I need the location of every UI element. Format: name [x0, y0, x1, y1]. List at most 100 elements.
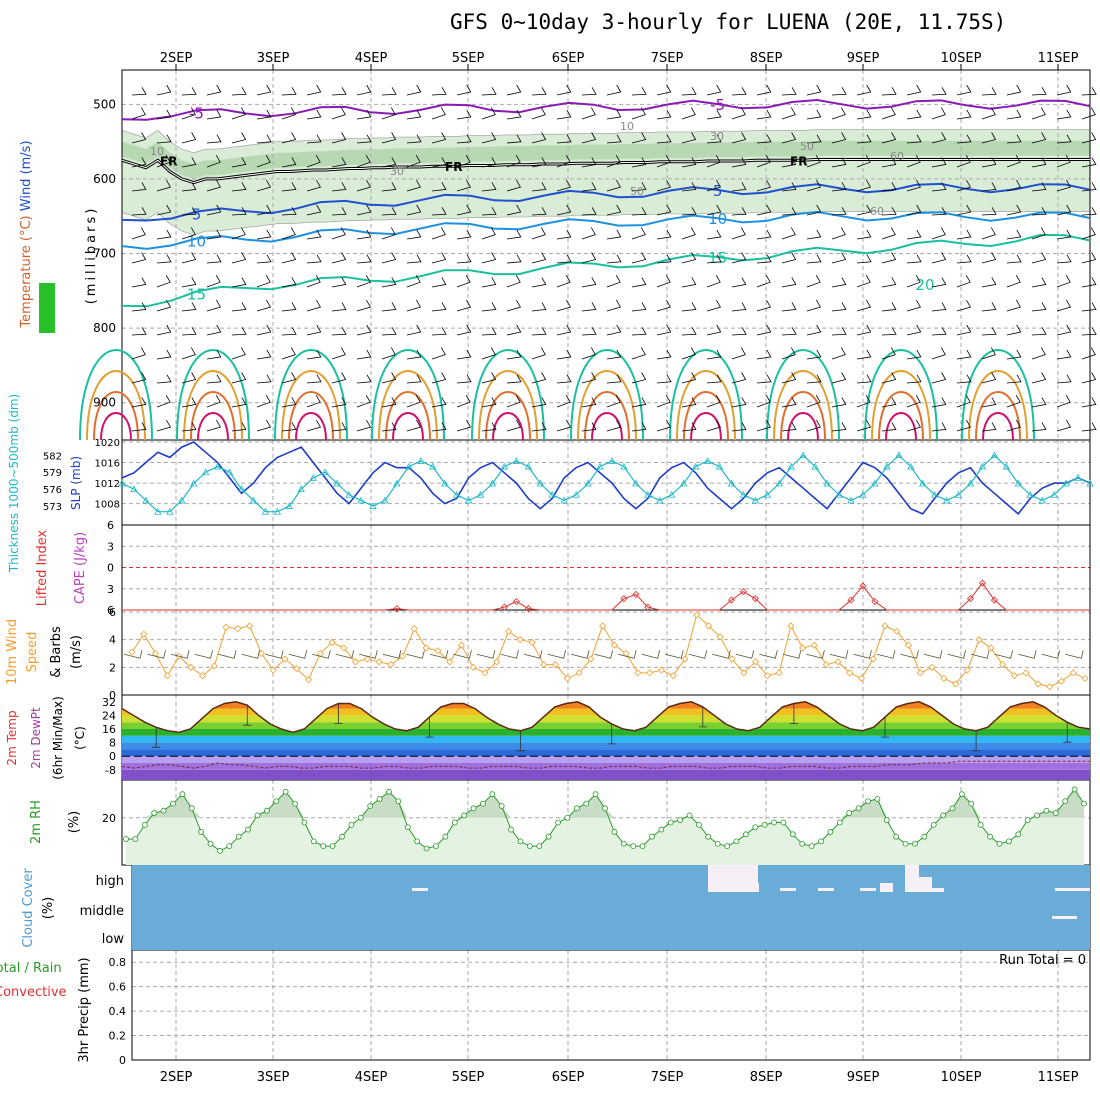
- wind-barb: [856, 395, 871, 408]
- wind10m-marker: [399, 652, 407, 660]
- rh2m-marker: [273, 798, 280, 805]
- wind-barb: [1081, 182, 1097, 192]
- wind-barb: [681, 302, 697, 312]
- rh2m-area-high: [126, 789, 1084, 818]
- thickness-marker: [895, 451, 903, 459]
- wind-barb: [1031, 157, 1047, 168]
- wind-barb: [281, 252, 297, 264]
- wind-barb: [656, 84, 672, 96]
- panel-frame-precip: [131, 949, 1091, 1061]
- wind10m-barb: [312, 650, 331, 659]
- thickness-marker: [512, 457, 521, 464]
- rh2m-marker: [658, 826, 665, 833]
- wind-barb: [131, 182, 147, 192]
- rh2m-marker: [376, 795, 383, 802]
- wind-barb: [881, 422, 897, 432]
- rh2m-marker: [836, 819, 843, 826]
- wind-barb: [931, 372, 947, 384]
- wind-barb: [406, 275, 421, 288]
- wind-barb: [156, 419, 171, 432]
- wind-barb: [931, 302, 947, 312]
- wind-barb: [706, 254, 722, 264]
- wind-barb: [331, 182, 347, 192]
- wind-barb: [156, 229, 172, 240]
- rh2m-marker: [959, 791, 965, 798]
- wind-barb: [306, 374, 322, 384]
- wind10m-barb: [618, 650, 637, 659]
- wind-barb: [1031, 107, 1046, 120]
- wind10m-marker: [928, 663, 936, 671]
- wind-barb: [831, 227, 846, 240]
- wind-barb: [681, 207, 697, 216]
- wind-barb: [1031, 372, 1047, 384]
- isotherm-label: 5: [192, 206, 202, 224]
- wind-barb: [631, 277, 647, 288]
- wind10m-tick-label: 0: [109, 689, 116, 702]
- wind-barb: [156, 204, 172, 216]
- wind-barb: [131, 107, 146, 120]
- wind-barb: [956, 179, 971, 192]
- wind-barb: [906, 254, 922, 264]
- wind-barb: [931, 157, 947, 168]
- rh2m-marker: [404, 824, 411, 831]
- wind10m-marker: [422, 644, 430, 652]
- wind-barb: [131, 132, 147, 144]
- rh2m-marker: [808, 843, 815, 850]
- wind10m-ylabel: (m/s): [69, 635, 84, 669]
- wind-barb: [631, 327, 647, 336]
- wind-barb: [531, 157, 547, 168]
- thickness-marker: [703, 457, 712, 464]
- wind10m-barb: [735, 650, 755, 659]
- wind-barb: [956, 229, 972, 240]
- temp2m-ylabel: (6hr Min/Max): [51, 696, 65, 780]
- wind-barb: [406, 134, 422, 144]
- wind-barb: [181, 87, 197, 96]
- wind-barb: [756, 109, 772, 120]
- thickness-marker: [811, 462, 819, 470]
- wind-barb: [956, 324, 972, 336]
- wind10m-ylabel: Speed: [25, 632, 40, 673]
- wind-barb: [981, 397, 997, 408]
- upper-ylabel-units: (millibars): [84, 206, 99, 305]
- wind-barb: [881, 302, 897, 312]
- thickness-marker: [154, 507, 162, 515]
- x-tick-label-top: 2SEP: [160, 51, 193, 66]
- wind-barb: [206, 254, 222, 264]
- wind-barb: [606, 299, 621, 312]
- rh2m-marker: [151, 810, 158, 816]
- wind-barb: [231, 132, 247, 144]
- wind-barb: [231, 182, 247, 192]
- wind-barb: [306, 349, 322, 360]
- wind-barb: [981, 372, 997, 384]
- x-tick-label-bottom: 7SEP: [651, 1070, 684, 1085]
- wind-barb: [456, 299, 471, 312]
- wind-barb: [456, 419, 471, 432]
- wind-barb: [1081, 227, 1096, 240]
- wind-barb: [831, 422, 847, 432]
- rh2m-marker: [1034, 812, 1040, 819]
- wind-barb: [306, 324, 322, 336]
- wind10m-barb: [947, 650, 966, 659]
- wind-barb: [831, 372, 847, 384]
- wind-barb: [856, 204, 872, 216]
- warm-isotherm-loop: [471, 349, 545, 441]
- wind-barb: [1081, 372, 1097, 384]
- wind-barb: [256, 395, 271, 408]
- wind10m-marker: [846, 669, 854, 677]
- wind-barb: [256, 179, 271, 192]
- slp-tick-label: 1020: [95, 438, 120, 449]
- warm-isotherm-loop: [485, 391, 531, 441]
- thickness-marker: [1026, 490, 1034, 498]
- wind-barb: [306, 109, 322, 120]
- wind-barb: [981, 132, 997, 144]
- wind-barb: [556, 275, 571, 288]
- wind-barb: [756, 349, 772, 360]
- warm-isotherm-loop: [86, 370, 146, 441]
- wind-barb: [806, 324, 822, 336]
- wind10m-marker: [1081, 674, 1089, 682]
- wind10m-marker: [446, 658, 454, 666]
- wind-barb: [481, 207, 497, 216]
- thickness-marker: [393, 479, 401, 487]
- thickness-marker: [273, 507, 282, 515]
- rh2m-marker: [630, 843, 637, 850]
